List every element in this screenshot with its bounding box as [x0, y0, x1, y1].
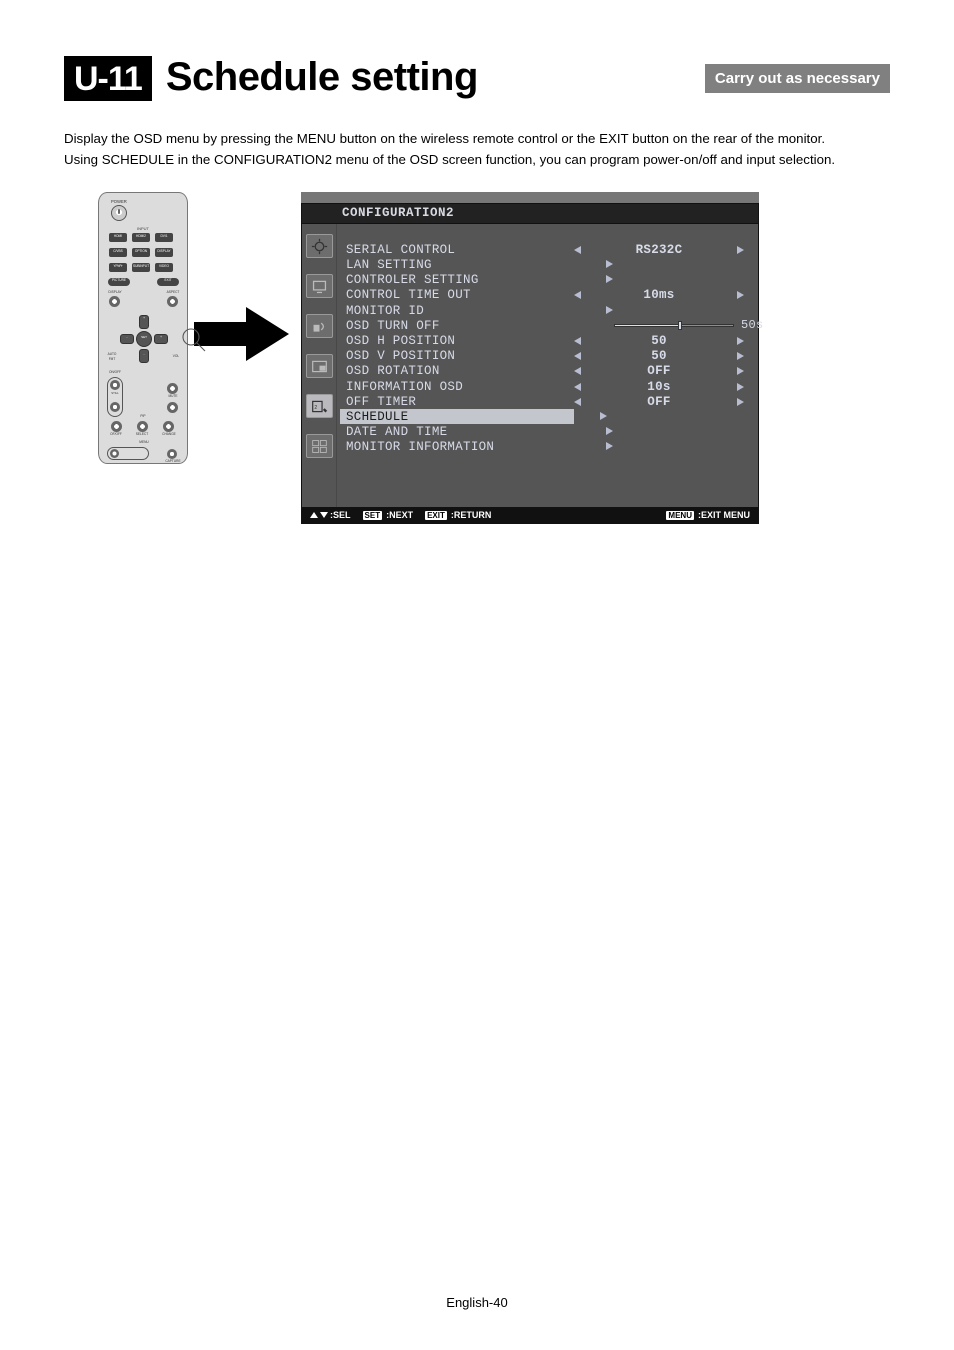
- right-arrow-icon: [606, 260, 613, 268]
- osd-menu-row: CONTROLER SETTING: [346, 273, 748, 288]
- osd-menu-label: OSD ROTATION: [346, 364, 570, 378]
- osd-menu-label: LAN SETTING: [346, 258, 570, 272]
- left-arrow-icon: [574, 337, 581, 345]
- osd-footer: :SEL SET:NEXT EXIT:RETURN MENU:EXIT MENU: [302, 507, 758, 523]
- right-arrow-icon: [737, 246, 744, 254]
- osd-tab-pip-icon: [306, 354, 333, 378]
- osd-menu-row: INFORMATION OSD 10s: [346, 379, 748, 394]
- right-arrow-icon: [737, 367, 744, 375]
- osd-menu-label: OFF TIMER: [346, 395, 570, 409]
- osd-menu-row: SCHEDULE: [340, 409, 574, 424]
- osd-title: CONFIGURATION2: [301, 203, 759, 223]
- right-arrow-icon: [600, 412, 607, 420]
- svg-text:2: 2: [314, 405, 317, 411]
- osd-tab-config-icon: 2: [306, 394, 333, 418]
- osd-menu-label: OSD H POSITION: [346, 334, 570, 348]
- intro-line: Display the OSD menu by pressing the MEN…: [64, 129, 890, 150]
- right-arrow-icon: [737, 383, 744, 391]
- intro-line: Using SCHEDULE in the CONFIGURATION2 men…: [64, 150, 890, 171]
- osd-menu-row: CONTROL TIME OUT 10ms: [346, 288, 748, 303]
- osd-menu-row: OSD ROTATION OFF: [346, 364, 748, 379]
- left-arrow-icon: [574, 352, 581, 360]
- osd-menu-label: OSD V POSITION: [346, 349, 570, 363]
- osd-menu-label: OSD TURN OFF: [346, 319, 570, 333]
- osd-menu-list: SERIAL CONTROL RS232C LAN SETTINGCONTROLER…: [346, 242, 748, 455]
- osd-menu-label: SERIAL CONTROL: [346, 243, 570, 257]
- osd-menu-label: INFORMATION OSD: [346, 380, 570, 394]
- right-arrow-icon: [606, 306, 613, 314]
- right-arrow-icon: [606, 427, 613, 435]
- osd-menu-label: CONTROL TIME OUT: [346, 288, 570, 302]
- osd-menu-label: MONITOR ID: [346, 304, 570, 318]
- osd-menu-row: SERIAL CONTROL RS232C: [346, 242, 748, 257]
- osd-menu-value: OFF: [581, 395, 737, 409]
- page-number: English-40: [0, 1295, 954, 1310]
- osd-menu-value: 50: [581, 349, 737, 363]
- osd-menu-row: MONITOR INFORMATION: [346, 440, 748, 455]
- osd-tab-audio-icon: [306, 314, 333, 338]
- dpad-icon: SET + - - +: [117, 312, 171, 366]
- magnifier-icon: [181, 327, 207, 353]
- osd-menu-label: CONTROLER SETTING: [346, 273, 570, 287]
- intro-text: Display the OSD menu by pressing the MEN…: [64, 129, 890, 170]
- osd-screenshot: CONFIGURATION2 2 SERIAL CONTROL RS232C LAN…: [301, 192, 759, 524]
- osd-menu-label: DATE AND TIME: [346, 425, 570, 439]
- osd-menu-value: 10s: [581, 380, 737, 394]
- osd-menu-value: RS232C: [581, 243, 737, 257]
- osd-menu-row: OSD H POSITION 50: [346, 333, 748, 348]
- left-arrow-icon: [574, 246, 581, 254]
- right-arrow-icon: [737, 337, 744, 345]
- osd-menu-row: OFF TIMER OFF: [346, 394, 748, 409]
- left-arrow-icon: [574, 383, 581, 391]
- page-title: Schedule setting: [166, 55, 478, 100]
- remote-illustration: POWER INPUT HDMI HDMI2 DVI1 C/VBS OPTION…: [98, 192, 188, 464]
- section-code-badge: U-11: [64, 56, 152, 101]
- osd-menu-label: SCHEDULE: [346, 410, 570, 424]
- osd-menu-value: 10ms: [581, 288, 737, 302]
- osd-menu-value: OFF: [581, 364, 737, 378]
- osd-tab-multi-icon: [306, 434, 333, 458]
- osd-icon-column: 2: [306, 234, 333, 458]
- flow-arrow-icon: [194, 304, 289, 369]
- right-arrow-icon: [737, 291, 744, 299]
- osd-menu-row: MONITOR ID: [346, 303, 748, 318]
- left-arrow-icon: [574, 291, 581, 299]
- osd-menu-row: OSD TURN OFF50s: [346, 318, 748, 333]
- osd-menu-value: 50: [581, 334, 737, 348]
- right-arrow-icon: [737, 352, 744, 360]
- osd-tab-screen-icon: [306, 274, 333, 298]
- necessity-tag: Carry out as necessary: [705, 64, 890, 93]
- power-button-icon: [111, 205, 127, 221]
- osd-menu-row: LAN SETTING: [346, 257, 748, 272]
- left-arrow-icon: [574, 367, 581, 375]
- right-arrow-icon: [606, 442, 613, 450]
- osd-menu-label: MONITOR INFORMATION: [346, 440, 570, 454]
- title-row: U-11 Schedule setting Carry out as neces…: [64, 55, 890, 101]
- osd-tab-brightness-icon: [306, 234, 333, 258]
- osd-menu-row: DATE AND TIME: [346, 424, 748, 439]
- osd-menu-row: OSD V POSITION 50: [346, 349, 748, 364]
- osd-slider-end: 50s: [741, 318, 764, 332]
- right-arrow-icon: [737, 398, 744, 406]
- right-arrow-icon: [606, 275, 613, 283]
- left-arrow-icon: [574, 398, 581, 406]
